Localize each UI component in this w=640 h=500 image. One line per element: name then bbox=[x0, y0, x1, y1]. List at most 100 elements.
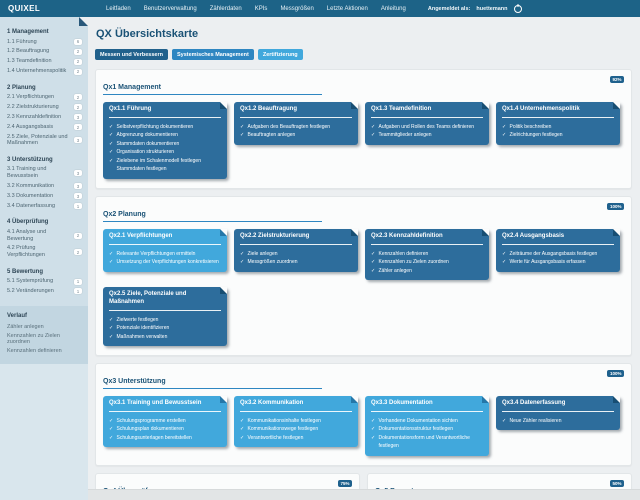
nav-item-z-hlerdaten[interactable]: Zählerdaten bbox=[209, 5, 242, 12]
task-item[interactable]: ✓ Relevante Verpflichtungen ermitteln bbox=[109, 250, 221, 259]
sidebar-item-label: 1.3 Teamdefinition bbox=[7, 58, 52, 65]
task-item[interactable]: ✓ Neue Zähler realisieren bbox=[502, 417, 614, 426]
sidebar-item-3-2-kommunikation[interactable]: 3.2 Kommunikation 3 bbox=[7, 182, 82, 192]
history-item-z-hler-anlegen[interactable]: Zähler anlegen bbox=[7, 323, 44, 330]
sidebar-item-5-1-systempr-fung[interactable]: 5.1 Systemprüfung 1 bbox=[7, 277, 82, 287]
card-qx2-1-verpflichtungen[interactable]: Qx2.1 Verpflichtungen ✓ Relevante Verpflic… bbox=[103, 228, 227, 272]
sidebar-item-count-badge: 3 bbox=[74, 183, 82, 190]
filter-button-messen-und-verbessern[interactable]: Messen und Verbessern bbox=[95, 49, 168, 60]
task-label: Kommunikationsinhalte festlegen bbox=[247, 417, 321, 424]
filter-button-zertifizierung[interactable]: Zertifizierung bbox=[257, 49, 303, 60]
sidebar-item-1-3-teamdefinition[interactable]: 1.3 Teamdefinition 2 bbox=[7, 57, 82, 67]
sidebar-item-5-2-ver-nderungen[interactable]: 5.2 Veränderungen 1 bbox=[7, 287, 82, 297]
card-qx3-4-datenerfassung[interactable]: Qx3.4 Datenerfassung ✓ Neue Zähler realisi… bbox=[496, 396, 620, 431]
task-item[interactable]: ✓ Verantwortliche festlegen bbox=[240, 434, 352, 443]
card-task-list: ✓ Schulungsprogramme erstellen ✓ Schulungsp… bbox=[103, 415, 227, 448]
nav-item-anleitung[interactable]: Anleitung bbox=[380, 5, 406, 12]
sidebar-item-4-2-pr-fung-verpflichtungen[interactable]: 4.2 Prüfung Verpflichtungen 2 bbox=[7, 244, 82, 261]
card-qx1-3-teamdefinition[interactable]: Qx1.3 Teamdefinition ✓ Aufgaben und Rollen… bbox=[365, 102, 489, 145]
check-icon: ✓ bbox=[371, 259, 376, 266]
task-label: Kommunikationswege festlegen bbox=[247, 426, 319, 433]
card-task-list: ✓ Kommunikationsinhalte festlegen ✓ Kommuni… bbox=[234, 415, 358, 448]
card-qx2-4-ausgangsbasis[interactable]: Qx2.4 Ausgangsbasis ✓ Zeiträume der Ausgan… bbox=[496, 228, 620, 272]
sidebar-item-2-3-kennzahldefinition[interactable]: 2.3 Kennzahldefinition 3 bbox=[7, 112, 82, 122]
task-item[interactable]: Stammdaten festlegen bbox=[109, 165, 221, 174]
task-item[interactable]: ✓ Zielebene im Schalenmodell festlegen bbox=[109, 157, 221, 166]
task-item[interactable]: ✓ Zeiträume der Ausgangsbasis festlegen bbox=[502, 250, 614, 259]
sidebar-item-3-3-dokumentation[interactable]: 3.3 Dokumentation 3 bbox=[7, 191, 82, 201]
nav-item-benutzerverwaltung[interactable]: Benutzerverwaltung bbox=[143, 5, 197, 12]
nav-item-kpis[interactable]: KPIs bbox=[254, 5, 268, 12]
task-item[interactable]: ✓ Aufgaben und Rollen des Teams definiere… bbox=[371, 123, 483, 132]
task-item[interactable]: ✓ Organisation strukturieren bbox=[109, 148, 221, 157]
sidebar-group-1-management: 1 Management 1.1 Führung 6 1.2 Beauftragung… bbox=[7, 29, 82, 77]
task-item[interactable]: ✓ Werte für Ausgangsbasis erfassen bbox=[502, 258, 614, 267]
card-qx3-2-kommunikation[interactable]: Qx3.2 Kommunikation ✓ Kommunikationsinhalt… bbox=[234, 396, 358, 448]
history-list: Zähler anlegen Kennzahlen zu Zielen zuord… bbox=[7, 322, 81, 355]
task-item[interactable]: ✓ Teammitglieder anlegen bbox=[371, 131, 483, 140]
sidebar-item-3-4-datenerfassung[interactable]: 3.4 Datenerfassung 1 bbox=[7, 201, 82, 211]
task-item[interactable]: ✓ Zähler anlegen bbox=[371, 267, 483, 276]
sidebar-item-1-1-f-hrung[interactable]: 1.1 Führung 6 bbox=[7, 37, 82, 47]
card-qx2-2-zielstrukturierung[interactable]: Qx2.2 Zielstrukturierung ✓ Ziele anlegen ✓ M… bbox=[234, 228, 358, 272]
sidebar-item-3-1-training-und-bewusstsein[interactable]: 3.1 Training und Bewusstsein 3 bbox=[7, 165, 82, 182]
app-logo[interactable]: QUIXEL bbox=[8, 4, 41, 13]
sidebar-item-4-1-analyse-und-bewertung[interactable]: 4.1 Analyse und Bewertung 2 bbox=[7, 227, 82, 244]
check-icon: ✓ bbox=[371, 267, 376, 274]
sidebar-item-count-badge: 2 bbox=[74, 58, 82, 65]
sidebar-item-2-1-verpflichtungen[interactable]: 2.1 Verpflichtungen 2 bbox=[7, 93, 82, 103]
task-item[interactable]: ✓ Vorhandene Dokumentation sichten bbox=[371, 417, 483, 426]
logout-power-icon[interactable] bbox=[513, 4, 522, 13]
sidebar-collapse-fold-icon[interactable] bbox=[79, 17, 88, 26]
history-item-kennzahlen-definieren[interactable]: Kennzahlen definieren bbox=[7, 347, 62, 354]
task-item[interactable]: ✓ Messgrößen zuordnen bbox=[240, 258, 352, 267]
task-item[interactable]: ✓ Dokumentationsform und Verantwortliche … bbox=[371, 434, 483, 451]
task-item[interactable]: ✓ Stammdaten dokumentieren bbox=[109, 140, 221, 149]
task-item[interactable]: ✓ Zielrichtungen festlegen bbox=[502, 131, 614, 140]
sidebar-item-2-2-zielstrukturierung[interactable]: 2.2 Zielstrukturierung 2 bbox=[7, 102, 82, 112]
sidebar-item-1-4-unternehmenspolitik[interactable]: 1.4 Unternehmenspolitik 2 bbox=[7, 67, 82, 77]
task-item[interactable]: ✓ Schulungsprogramme erstellen bbox=[109, 417, 221, 426]
sidebar-item-2-5-ziele-potenziale-und-ma-nahmen[interactable]: 2.5 Ziele, Potenziale und Maßnahmen 3 bbox=[7, 132, 82, 149]
task-item[interactable]: ✓ Dokumentationsstruktur festlegen bbox=[371, 425, 483, 434]
card-qx2-3-kennzahldefinition[interactable]: Qx2.3 Kennzahldefinition ✓ Kennzahlen defi… bbox=[365, 228, 489, 281]
sidebar-item-2-4-ausgangsbasis[interactable]: 2.4 Ausgangsbasis 2 bbox=[7, 122, 82, 132]
task-item[interactable]: ✓ Kennzahlen definieren bbox=[371, 250, 483, 259]
task-item[interactable]: ✓ Abgrenzung dokumentieren bbox=[109, 131, 221, 140]
section-progress-badge: 92% bbox=[609, 76, 624, 83]
task-item[interactable]: ✓ Beauftragten anlegen bbox=[240, 131, 352, 140]
filter-buttons: Messen und Verbessern Systemisches Manage… bbox=[95, 49, 632, 60]
card-qx1-1-f-hrung[interactable]: Qx1.1 Führung ✓ Selbstverpflichtung dokume… bbox=[103, 102, 227, 179]
card-qx3-3-dokumentation[interactable]: Qx3.3 Dokumentation ✓ Vorhandene Dokumenta… bbox=[365, 396, 489, 456]
task-item[interactable]: ✓ Kennzahlen zu Zielen zuordnen bbox=[371, 258, 483, 267]
task-item[interactable]: ✓ Ziele anlegen bbox=[240, 250, 352, 259]
card-title: Qx3.3 Dokumentation bbox=[371, 400, 483, 412]
card-qx1-2-beauftragung[interactable]: Qx1.2 Beauftragung ✓ Aufgaben des Beauftra… bbox=[234, 102, 358, 145]
sidebar-item-label: 4.2 Prüfung Verpflichtungen bbox=[7, 245, 45, 259]
task-item[interactable]: ✓ Selbstverpflichtung dokumentieren bbox=[109, 123, 221, 132]
nav-item-messgr-en[interactable]: Messgrößen bbox=[280, 5, 314, 12]
history-item-kennzahlen-zu-zielen-zuordnen[interactable]: Kennzahlen zu Zielen zuordnen bbox=[7, 332, 60, 345]
card-qx2-5-ziele-potenziale-und-ma-nahmen[interactable]: Qx2.5 Ziele, Potenziale und Maßnahmen ✓ Zi… bbox=[103, 287, 227, 347]
task-item[interactable]: ✓ Schulungsunterlagen bereitstellen bbox=[109, 434, 221, 443]
nav-item-letzte-aktionen[interactable]: Letzte Aktionen bbox=[326, 5, 368, 12]
section-qx2-planung: Qx2 Planung 100% Qx2.1 Verpflichtungen ✓ Rel… bbox=[95, 195, 632, 357]
task-item[interactable]: ✓ Kommunikationswege festlegen bbox=[240, 425, 352, 434]
check-icon: ✓ bbox=[502, 123, 507, 130]
filter-button-systemisches-management[interactable]: Systemisches Management bbox=[171, 49, 254, 60]
task-item[interactable]: ✓ Politik beschreiben bbox=[502, 123, 614, 132]
task-item[interactable]: ✓ Zielwerte festlegen bbox=[109, 316, 221, 325]
section-qx3-unterst-tzung: Qx3 Unterstützung 100% Qx3.1 Training und … bbox=[95, 363, 632, 466]
task-item[interactable]: ✓ Maßnahmen verwalten bbox=[109, 333, 221, 342]
check-icon: ✓ bbox=[502, 132, 507, 139]
sidebar-item-1-2-beauftragung[interactable]: 1.2 Beauftragung 2 bbox=[7, 47, 82, 57]
task-item[interactable]: ✓ Potenziale identifizieren bbox=[109, 324, 221, 333]
card-qx1-4-unternehmenspolitik[interactable]: Qx1.4 Unternehmenspolitik ✓ Politik beschr… bbox=[496, 102, 620, 145]
task-item[interactable]: ✓ Aufgaben des Beauftragten festlegen bbox=[240, 123, 352, 132]
nav-item-leitfaden[interactable]: Leitfaden bbox=[106, 5, 131, 12]
task-item[interactable]: ✓ Umsetzung der Verpflichtungen konkretis… bbox=[109, 258, 221, 267]
task-item[interactable]: ✓ Schulungsplan dokumentieren bbox=[109, 425, 221, 434]
card-qx3-1-training-und-bewusstsein[interactable]: Qx3.1 Training und Bewusstsein ✓ Schulungs… bbox=[103, 396, 227, 448]
task-item[interactable]: ✓ Kommunikationsinhalte festlegen bbox=[240, 417, 352, 426]
sidebar-item-count-badge: 1 bbox=[74, 288, 82, 295]
